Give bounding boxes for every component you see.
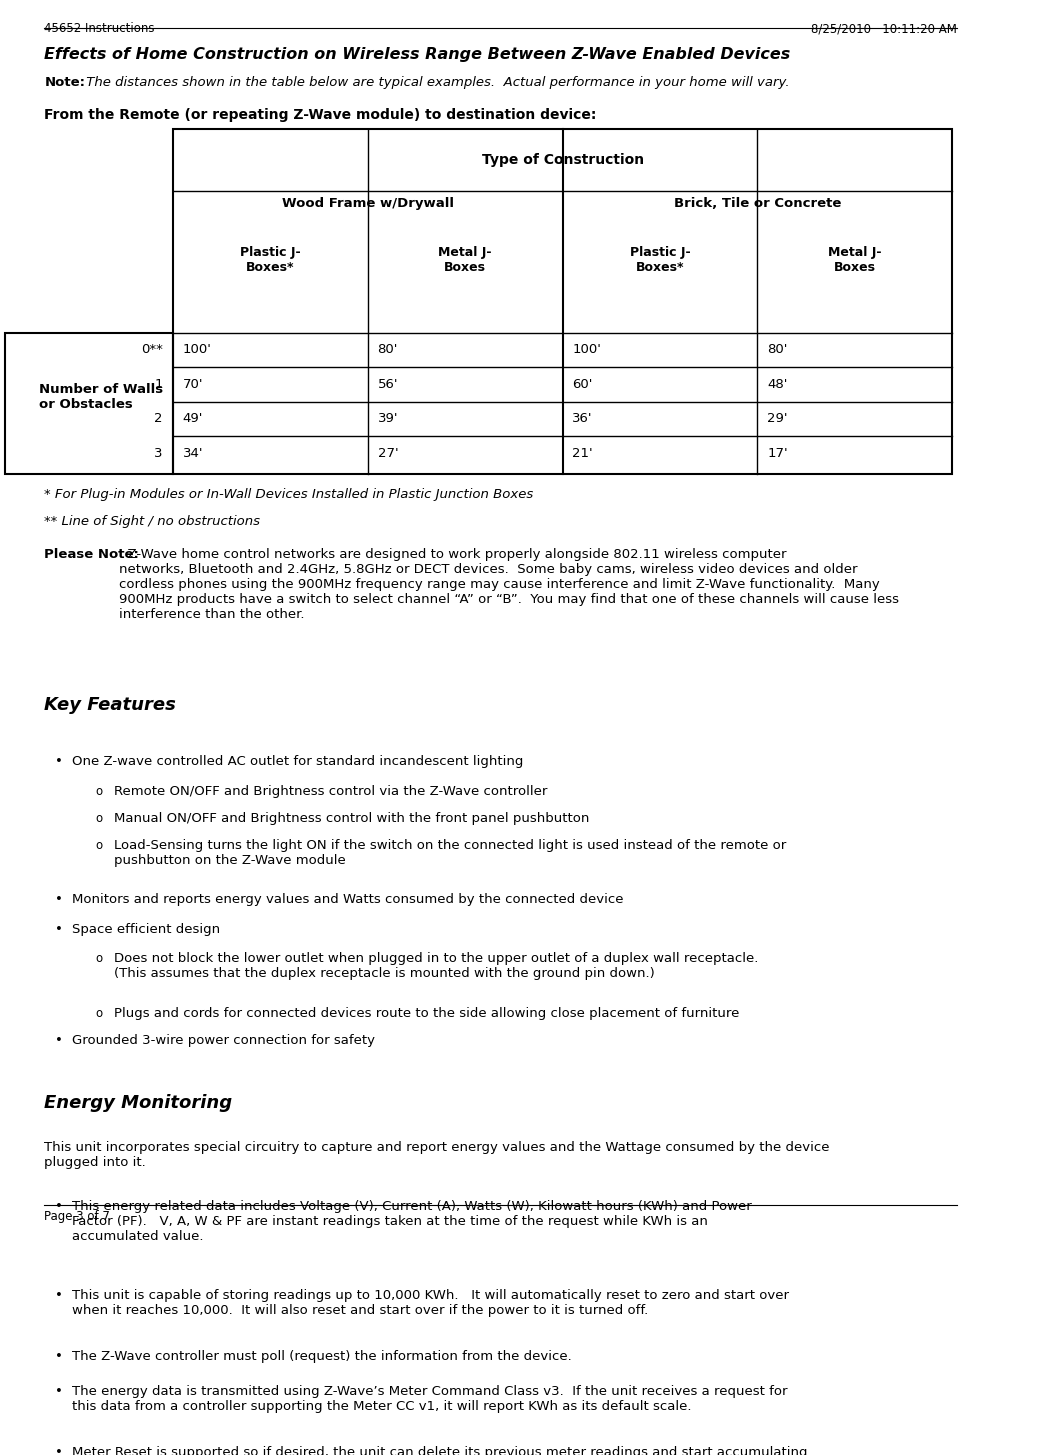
Text: 0**: 0** [141, 343, 163, 356]
Text: The Z-Wave controller must poll (request) the information from the device.: The Z-Wave controller must poll (request… [73, 1350, 576, 1363]
Text: o: o [96, 840, 102, 853]
Text: Does not block the lower outlet when plugged in to the upper outlet of a duplex : Does not block the lower outlet when plu… [114, 953, 758, 981]
Text: o: o [96, 953, 102, 965]
Text: Key Features: Key Features [44, 695, 177, 714]
Text: •: • [56, 1033, 63, 1046]
Text: Manual ON/OFF and Brightness control with the front panel pushbutton: Manual ON/OFF and Brightness control wit… [114, 812, 589, 825]
Text: * For Plug-in Modules or In-Wall Devices Installed in Plastic Junction Boxes: * For Plug-in Modules or In-Wall Devices… [44, 487, 534, 501]
Text: Plugs and cords for connected devices route to the side allowing close placement: Plugs and cords for connected devices ro… [114, 1007, 739, 1020]
Text: Metal J-
Boxes: Metal J- Boxes [828, 246, 882, 275]
Text: The energy data is transmitted using Z-Wave’s Meter Command Class v3.  If the un: The energy data is transmitted using Z-W… [73, 1385, 787, 1413]
Text: 17': 17' [767, 447, 788, 460]
Text: 100': 100' [573, 343, 601, 356]
Text: Meter Reset is supported so if desired, the unit can delete its previous meter r: Meter Reset is supported so if desired, … [73, 1446, 807, 1455]
Text: •: • [56, 893, 63, 906]
Text: Remote ON/OFF and Brightness control via the Z-Wave controller: Remote ON/OFF and Brightness control via… [114, 784, 547, 797]
Text: Plastic J-
Boxes*: Plastic J- Boxes* [240, 246, 301, 275]
Text: Energy Monitoring: Energy Monitoring [44, 1094, 232, 1112]
Text: •: • [56, 1350, 63, 1363]
Text: 80': 80' [767, 343, 788, 356]
Text: 45652 Instructions: 45652 Instructions [44, 22, 154, 35]
Text: From the Remote (or repeating Z-Wave module) to destination device:: From the Remote (or repeating Z-Wave mod… [44, 109, 597, 122]
Text: Note:: Note: [44, 77, 85, 89]
Text: 39': 39' [377, 412, 398, 425]
Text: 8/25/2010   10:11:20 AM: 8/25/2010 10:11:20 AM [811, 22, 957, 35]
Text: •: • [56, 922, 63, 936]
Text: 80': 80' [377, 343, 398, 356]
Text: This unit is capable of storing readings up to 10,000 KWh.   It will automatical: This unit is capable of storing readings… [73, 1289, 789, 1317]
Text: Effects of Home Construction on Wireless Range Between Z-Wave Enabled Devices: Effects of Home Construction on Wireless… [44, 47, 790, 61]
Text: Metal J-
Boxes: Metal J- Boxes [438, 246, 492, 275]
Text: 21': 21' [573, 447, 593, 460]
Text: Space efficient design: Space efficient design [73, 922, 220, 936]
Text: •: • [56, 1385, 63, 1398]
Text: Wood Frame w/Drywall: Wood Frame w/Drywall [282, 196, 454, 210]
Text: This unit incorporates special circuitry to capture and report energy values and: This unit incorporates special circuitry… [44, 1141, 830, 1168]
Text: •: • [56, 1289, 63, 1302]
Text: o: o [96, 784, 102, 797]
Text: 1: 1 [154, 378, 163, 391]
Text: ** Line of Sight / no obstructions: ** Line of Sight / no obstructions [44, 515, 261, 528]
Text: Type of Construction: Type of Construction [481, 153, 643, 167]
Text: o: o [96, 1007, 102, 1020]
Text: Load-Sensing turns the light ON if the switch on the connected light is used ins: Load-Sensing turns the light ON if the s… [114, 840, 786, 867]
Text: 2: 2 [154, 412, 163, 425]
Text: 3: 3 [154, 447, 163, 460]
Text: One Z-wave controlled AC outlet for standard incandescent lighting: One Z-wave controlled AC outlet for stan… [73, 755, 523, 768]
Text: •: • [56, 755, 63, 768]
Bar [172, 129, 952, 474]
Text: Brick, Tile or Concrete: Brick, Tile or Concrete [674, 196, 841, 210]
Text: 56': 56' [377, 378, 398, 391]
Text: Z-Wave home control networks are designed to work properly alongside 802.11 wire: Z-Wave home control networks are designe… [120, 549, 900, 621]
Text: o: o [96, 812, 102, 825]
Text: 27': 27' [377, 447, 398, 460]
Text: Please Note:: Please Note: [44, 549, 140, 562]
Text: 100': 100' [183, 343, 211, 356]
Text: This energy related data includes Voltage (V), Current (A), Watts (W), Kilowatt : This energy related data includes Voltag… [73, 1200, 751, 1243]
Text: Number of Walls
or Obstacles: Number of Walls or Obstacles [40, 383, 164, 410]
Text: Monitors and reports energy values and Watts consumed by the connected device: Monitors and reports energy values and W… [73, 893, 623, 906]
Text: 34': 34' [183, 447, 203, 460]
Text: Plastic J-
Boxes*: Plastic J- Boxes* [630, 246, 691, 275]
Text: The distances shown in the table below are typical examples.  Actual performance: The distances shown in the table below a… [82, 77, 789, 89]
Text: Page 3 of 7: Page 3 of 7 [44, 1211, 110, 1222]
Text: 49': 49' [183, 412, 203, 425]
Text: 70': 70' [183, 378, 203, 391]
Text: Grounded 3-wire power connection for safety: Grounded 3-wire power connection for saf… [73, 1033, 375, 1046]
Text: 29': 29' [767, 412, 788, 425]
Text: 60': 60' [573, 378, 593, 391]
Bar [5, 333, 172, 474]
Text: 48': 48' [767, 378, 788, 391]
Text: •: • [56, 1446, 63, 1455]
Text: 36': 36' [573, 412, 593, 425]
Text: •: • [56, 1200, 63, 1213]
